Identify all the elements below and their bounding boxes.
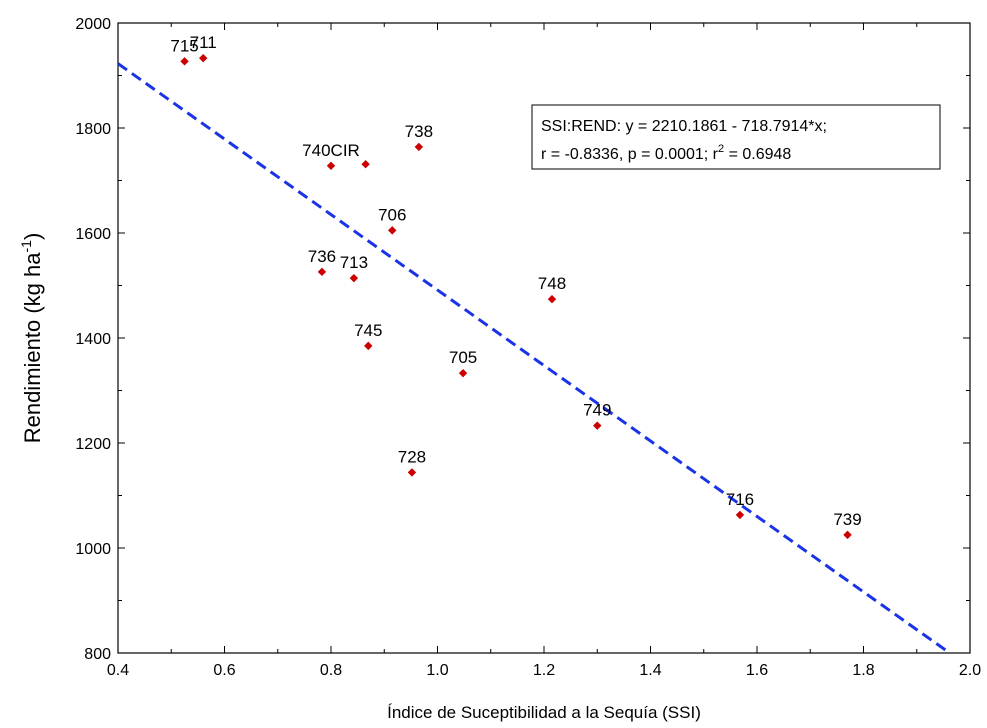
data-point bbox=[593, 421, 602, 430]
point-label: 715 bbox=[170, 36, 198, 55]
point-label: 738 bbox=[405, 122, 433, 141]
data-point bbox=[199, 53, 208, 63]
regression-stats-main: r = -0.8336, p = 0.0001; r bbox=[541, 146, 719, 163]
x-tick-label: 2.0 bbox=[959, 662, 981, 679]
point-label: 739 bbox=[833, 510, 861, 529]
regression-box-frame bbox=[531, 104, 941, 170]
x-tick-label: 1.2 bbox=[533, 662, 555, 679]
y-axis-title-main: Rendimiento (kg ha bbox=[20, 252, 45, 444]
data-point bbox=[458, 368, 468, 378]
y-axis-title: Rendimiento (kg ha-1) bbox=[18, 233, 45, 444]
y-tick-label: 800 bbox=[84, 646, 111, 663]
y-axis-title-sup: -1 bbox=[18, 240, 34, 253]
x-tick-label: 1.4 bbox=[639, 662, 661, 679]
regression-equation: SSI:REND: y = 2210.1861 - 718.7914*x; bbox=[541, 118, 827, 135]
data-point bbox=[843, 530, 852, 540]
point-label: 749 bbox=[583, 401, 611, 420]
data-point bbox=[326, 161, 336, 170]
regression-stats-sup: 2 bbox=[718, 143, 724, 155]
data-point bbox=[317, 267, 327, 277]
data-point bbox=[407, 468, 417, 477]
data-point bbox=[735, 510, 745, 520]
data-point bbox=[414, 142, 424, 152]
data-point bbox=[364, 341, 373, 351]
regression-stats-rest: = 0.6948 bbox=[724, 146, 791, 163]
point-label: 713 bbox=[340, 253, 368, 272]
y-tick-label: 1000 bbox=[75, 541, 111, 558]
regression-box: SSI:REND: y = 2210.1861 - 718.7914*x; r … bbox=[531, 104, 941, 170]
y-axis-title-close: ) bbox=[20, 233, 45, 240]
y-tick-label: 2000 bbox=[75, 16, 111, 33]
y-tick-label: 1600 bbox=[75, 226, 111, 243]
x-tick-label: 1.8 bbox=[852, 662, 874, 679]
y-tick-label: 1800 bbox=[75, 121, 111, 138]
point-label: 716 bbox=[726, 490, 754, 509]
point-label: 711 bbox=[190, 33, 217, 52]
y-tick-label: 1200 bbox=[75, 436, 111, 453]
point-label: 748 bbox=[538, 274, 566, 293]
x-tick-label: 0.4 bbox=[107, 662, 129, 679]
x-tick-label: 1.0 bbox=[426, 662, 448, 679]
data-point bbox=[361, 160, 370, 169]
x-axis-title: Índice de Suceptibilidad a la Sequía (SS… bbox=[387, 703, 701, 722]
point-label: 705 bbox=[449, 348, 477, 367]
point-label: 740CIR bbox=[302, 141, 360, 160]
x-tick-label: 1.6 bbox=[746, 662, 768, 679]
ticks-layer: 0.4 0.6 0.8 1.0 1.2 1.4 1.6 1.8 2.0 800 1000 1200 14… bbox=[75, 16, 981, 679]
point-label: 736 bbox=[308, 247, 336, 266]
data-point bbox=[349, 273, 359, 283]
data-point bbox=[388, 226, 397, 235]
data-point bbox=[180, 57, 189, 66]
x-tick-label: 0.6 bbox=[213, 662, 235, 679]
y-tick-label: 1400 bbox=[75, 331, 111, 348]
regression-stats: r = -0.8336, p = 0.0001; r2 = 0.6948 bbox=[541, 143, 791, 163]
point-label: 745 bbox=[354, 321, 382, 340]
x-tick-label: 0.8 bbox=[320, 662, 342, 679]
point-label: 706 bbox=[378, 205, 406, 224]
point-label: 728 bbox=[398, 447, 426, 466]
data-point bbox=[547, 294, 557, 304]
